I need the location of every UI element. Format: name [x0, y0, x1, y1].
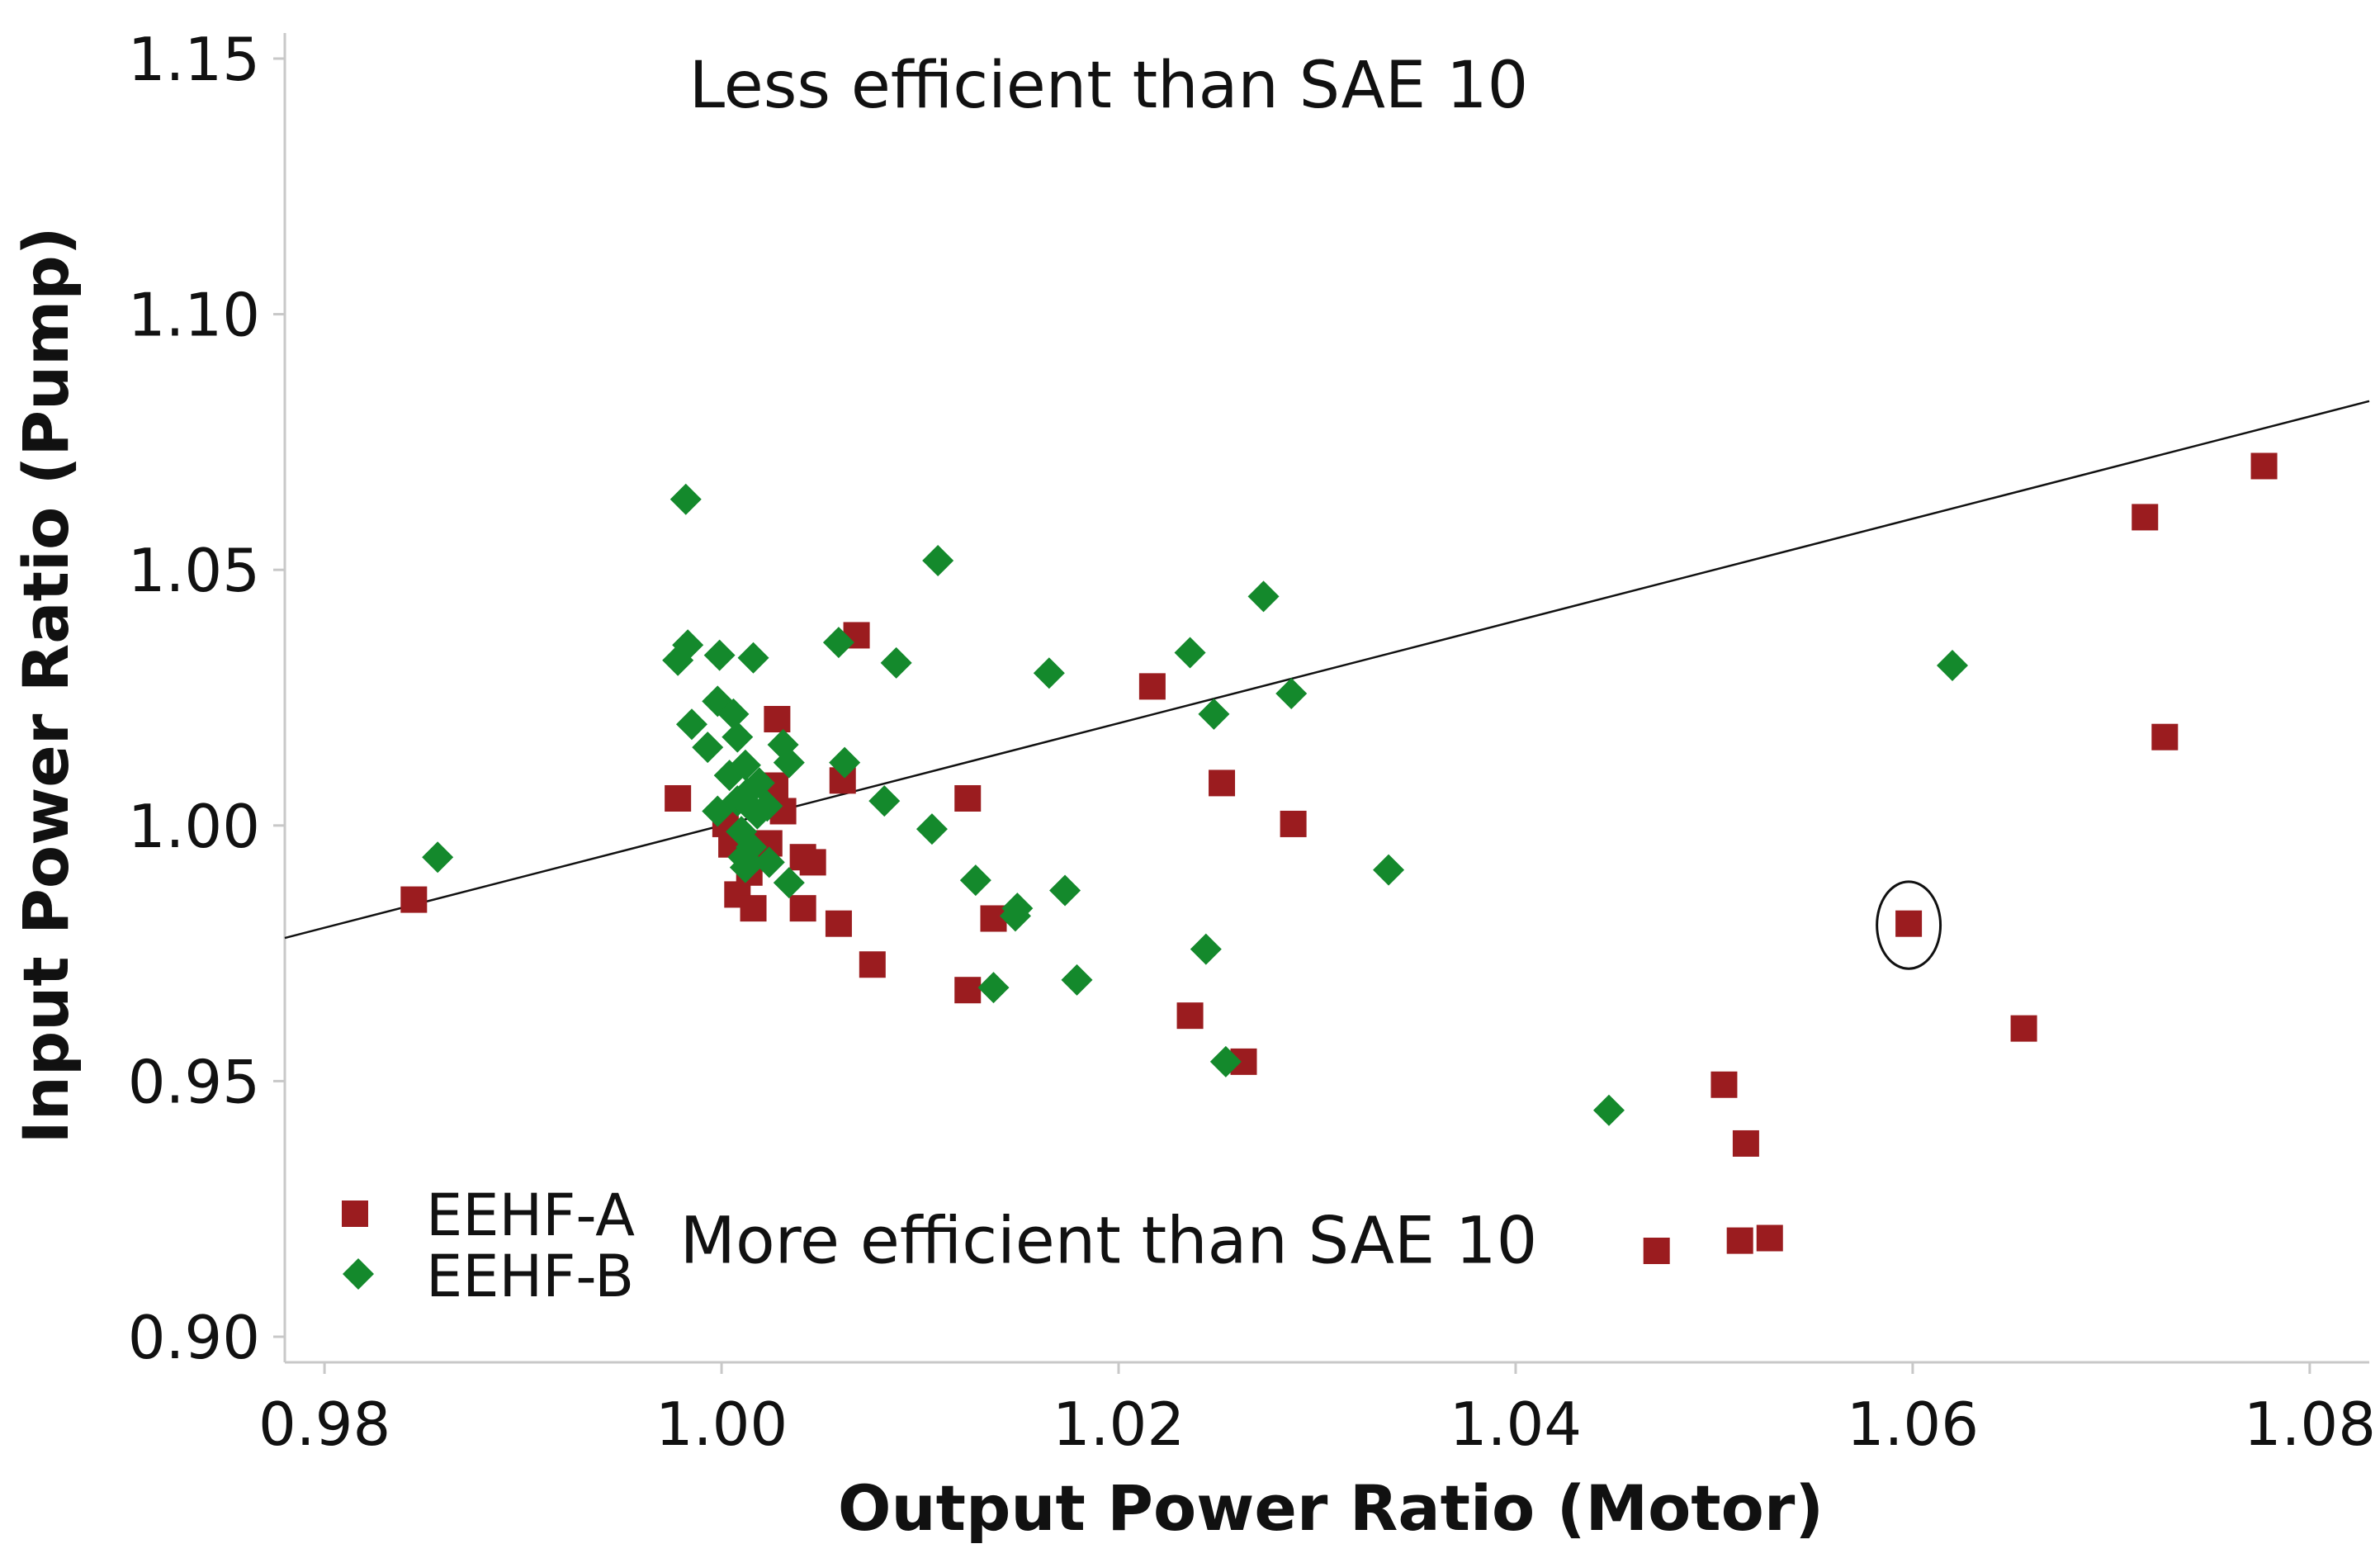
x-axis-ticks: 0.98 1.00 1.02 1.04 1.06 1.08 — [258, 1362, 2376, 1459]
eehf-a-point — [1138, 673, 1166, 700]
eehf-b-point — [916, 813, 948, 845]
legend-marker-eehf-a — [342, 1200, 368, 1227]
eehf-a-point — [2132, 504, 2159, 531]
annotation-more-efficient: More efficient than SAE 10 — [680, 1204, 1538, 1278]
eehf-a-point — [400, 886, 428, 913]
eehf-b-point — [829, 746, 861, 779]
eehf-a-point — [1209, 770, 1236, 797]
x-axis-title: Output Power Ratio (Motor) — [838, 1471, 1824, 1545]
eehf-b-point — [1373, 854, 1405, 886]
reference-line — [284, 400, 2370, 940]
eehf-b-point — [773, 746, 805, 779]
eehf-a-point — [1710, 1071, 1738, 1098]
eehf-b-point — [977, 972, 1010, 1004]
x-tick-label: 1.00 — [655, 1390, 788, 1459]
eehf-b-point — [959, 864, 991, 897]
eehf-b-point — [1592, 1094, 1625, 1126]
legend-marker-eehf-b — [343, 1258, 374, 1290]
eehf-b-point — [1247, 580, 1280, 613]
eehf-b-point — [717, 698, 750, 730]
eehf-b-point — [868, 785, 901, 817]
eehf-a-point — [1756, 1224, 1783, 1252]
eehf-b-point — [1198, 698, 1230, 730]
x-tick-label: 1.08 — [2244, 1390, 2376, 1459]
eehf-a-point — [2010, 1015, 2037, 1042]
eehf-a-point — [825, 910, 852, 937]
eehf-a-point — [789, 844, 816, 871]
eehf-b-point — [880, 646, 912, 679]
x-tick-label: 1.06 — [1847, 1390, 1979, 1459]
y-tick-label: 1.10 — [128, 281, 260, 350]
eehf-a-point — [740, 895, 767, 922]
eehf-a-point — [2250, 452, 2278, 480]
y-axis-ticks: 0.90 0.95 1.00 1.05 1.10 1.15 — [128, 25, 285, 1372]
eehf-b-point — [737, 642, 769, 674]
eehf-b-point — [1061, 964, 1093, 996]
eehf-b-point — [736, 831, 768, 863]
eehf-b-point — [672, 629, 704, 661]
eehf-b-point — [1174, 637, 1206, 669]
eehf-b-point — [822, 627, 854, 659]
x-tick-label: 1.02 — [1053, 1390, 1185, 1459]
eehf-a-point — [1895, 910, 1923, 937]
y-axis-title: Input Power Ratio (Pump) — [9, 226, 83, 1144]
y-tick-label: 1.00 — [128, 792, 260, 861]
eehf-a-point — [2151, 723, 2179, 751]
eehf-b-point — [703, 639, 736, 671]
eehf-b-point — [670, 483, 702, 515]
eehf-a-point — [1726, 1227, 1753, 1254]
series-eehf-b — [422, 483, 1968, 1126]
eehf-b-point — [922, 545, 954, 577]
legend: EEHF-A EEHF-B — [342, 1182, 635, 1310]
eehf-b-point — [1001, 893, 1034, 925]
eehf-a-point — [1732, 1129, 1759, 1157]
eehf-a-point — [1280, 810, 1307, 837]
y-tick-label: 1.15 — [128, 25, 260, 94]
eehf-b-point — [675, 708, 707, 741]
plot-area: 0.98 1.00 1.02 1.04 1.06 1.08 0.90 0.95 1.00 1.0… — [128, 25, 2376, 1459]
y-tick-label: 0.95 — [128, 1047, 260, 1116]
eehf-b-point — [773, 867, 805, 899]
legend-label-eehf-a: EEHF-A — [426, 1182, 635, 1249]
series-eehf-a — [400, 452, 2278, 1265]
eehf-a-point — [1643, 1238, 1670, 1265]
eehf-a-point — [954, 977, 982, 1004]
legend-label-eehf-b: EEHF-B — [426, 1243, 634, 1310]
eehf-b-point — [1049, 874, 1081, 907]
eehf-a-point — [665, 784, 692, 812]
eehf-b-point — [422, 841, 454, 874]
eehf-b-point — [1937, 649, 1968, 681]
eehf-b-point — [751, 790, 783, 822]
annotation-less-efficient: Less efficient than SAE 10 — [689, 49, 1529, 123]
y-tick-label: 0.90 — [128, 1303, 260, 1372]
eehf-b-point — [692, 732, 724, 764]
eehf-b-point — [729, 749, 761, 781]
eehf-a-point — [789, 895, 816, 922]
data-markers — [400, 452, 2278, 1265]
eehf-a-point — [1176, 1002, 1204, 1030]
eehf-a-point — [954, 784, 982, 812]
eehf-a-point — [859, 951, 886, 978]
eehf-b-point — [1033, 657, 1065, 689]
y-tick-label: 1.05 — [128, 536, 260, 605]
eehf-b-point — [1275, 678, 1308, 710]
x-tick-label: 1.04 — [1450, 1390, 1582, 1459]
eehf-b-point — [1209, 1045, 1242, 1077]
eehf-b-point — [722, 721, 754, 753]
eehf-a-point — [764, 706, 791, 733]
x-tick-label: 0.98 — [258, 1390, 390, 1459]
highlight-circle — [1876, 880, 1942, 970]
eehf-b-point — [753, 846, 785, 878]
eehf-b-point — [1190, 933, 1222, 965]
